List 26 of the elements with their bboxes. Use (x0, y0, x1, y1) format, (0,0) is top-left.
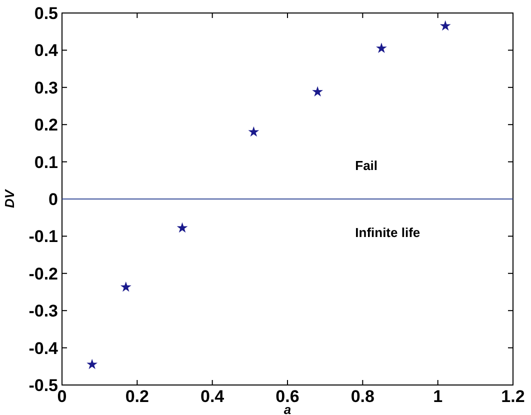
x-tick-label: 1 (433, 387, 443, 406)
y-tick-label: -0.5 (28, 376, 58, 395)
x-tick-label: 0.2 (125, 387, 149, 406)
point (312, 87, 322, 96)
y-tick-label: -0.1 (28, 227, 58, 246)
point (178, 223, 187, 232)
y-tick-label: -0.2 (28, 264, 58, 284)
x-tick-label: 1.2 (501, 387, 525, 406)
y-tick-label: 0.2 (34, 116, 58, 135)
x-tick-label: 0.8 (350, 387, 374, 406)
y-tick-label: 0.4 (34, 41, 59, 60)
y-axis-title: DV (2, 188, 17, 208)
y-tick-label: -0.4 (28, 338, 59, 358)
y-tick-label: 0.5 (34, 4, 58, 23)
y-tick-label: 0.1 (34, 152, 58, 172)
point (121, 282, 130, 292)
point (87, 360, 97, 369)
y-tick-label: -0.3 (28, 302, 58, 321)
annotation: Infinite life (355, 225, 420, 240)
y-tick-label: 0.3 (34, 78, 58, 98)
point (249, 127, 258, 136)
x-tick-label: 0.4 (200, 387, 225, 406)
y-tick-label: 0 (48, 190, 58, 209)
point (440, 21, 450, 30)
annotation: Fail (355, 158, 378, 174)
point (376, 44, 386, 52)
